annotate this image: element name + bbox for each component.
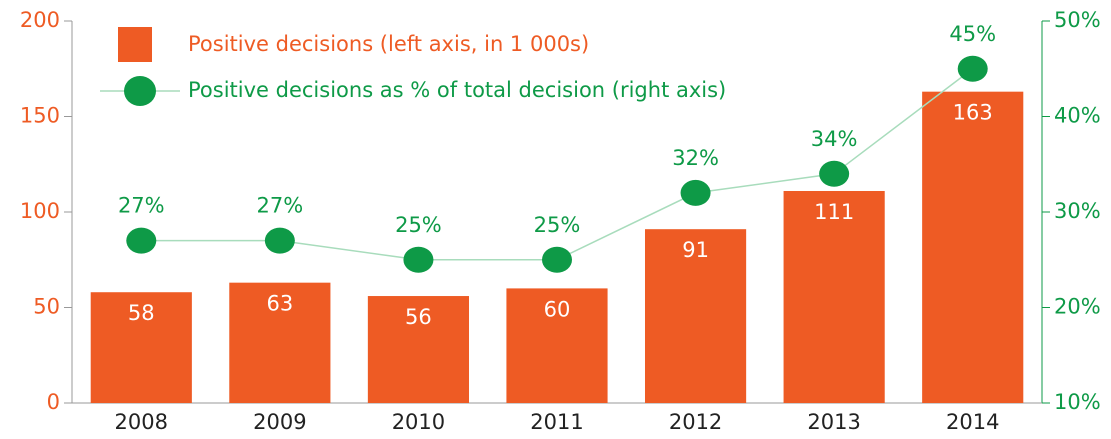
y-tick-label: 50	[33, 295, 60, 319]
point-value-label: 25%	[395, 213, 442, 237]
y2-tick-label: 40%	[1054, 104, 1101, 128]
y2-tick-label: 20%	[1054, 295, 1101, 319]
point-value-label: 27%	[257, 194, 304, 218]
bar	[783, 190, 885, 403]
bar	[367, 296, 470, 403]
point	[680, 179, 711, 206]
y-tick-label: 100	[20, 199, 60, 223]
x-tick-label: 2009	[253, 410, 306, 434]
point-value-label: 32%	[672, 146, 719, 170]
legend-label: Positive decisions as % of total decisio…	[188, 78, 726, 102]
legend-label: Positive decisions (left axis, in 1 000s…	[188, 32, 589, 56]
y-tick-label: 150	[20, 104, 60, 128]
point-value-label: 34%	[811, 127, 858, 151]
y-tick-label: 0	[47, 390, 60, 414]
bar	[644, 229, 747, 403]
x-tick-label: 2013	[807, 410, 860, 434]
point	[403, 246, 434, 273]
bar-value-label: 56	[405, 305, 432, 329]
x-tick-label: 2010	[392, 410, 445, 434]
point	[126, 227, 157, 254]
bar	[922, 91, 1024, 404]
point	[957, 55, 988, 82]
point-value-label: 25%	[534, 213, 581, 237]
x-tick-label: 2014	[946, 410, 999, 434]
x-tick-label: 2011	[530, 410, 583, 434]
legend-swatch	[118, 27, 152, 62]
point	[264, 227, 295, 254]
y2-tick-label: 10%	[1054, 390, 1101, 414]
y2-tick-label: 30%	[1054, 199, 1101, 223]
bar-value-label: 111	[814, 200, 854, 224]
x-tick-label: 2008	[115, 410, 168, 434]
point	[819, 160, 850, 187]
point-value-label: 27%	[118, 194, 165, 218]
legend-marker	[124, 76, 156, 106]
point	[542, 246, 572, 273]
bar	[229, 282, 331, 403]
bar-value-label: 163	[953, 101, 993, 125]
y2-tick-label: 50%	[1054, 8, 1101, 32]
bar-value-label: 63	[266, 292, 293, 316]
bar-value-label: 60	[544, 297, 571, 321]
bar	[90, 292, 192, 403]
x-tick-label: 2012	[669, 410, 722, 434]
point-value-label: 45%	[949, 22, 996, 46]
bar-value-label: 58	[128, 301, 155, 325]
bar-value-label: 91	[682, 238, 709, 262]
bar	[506, 288, 608, 403]
y-tick-label: 200	[20, 8, 60, 32]
